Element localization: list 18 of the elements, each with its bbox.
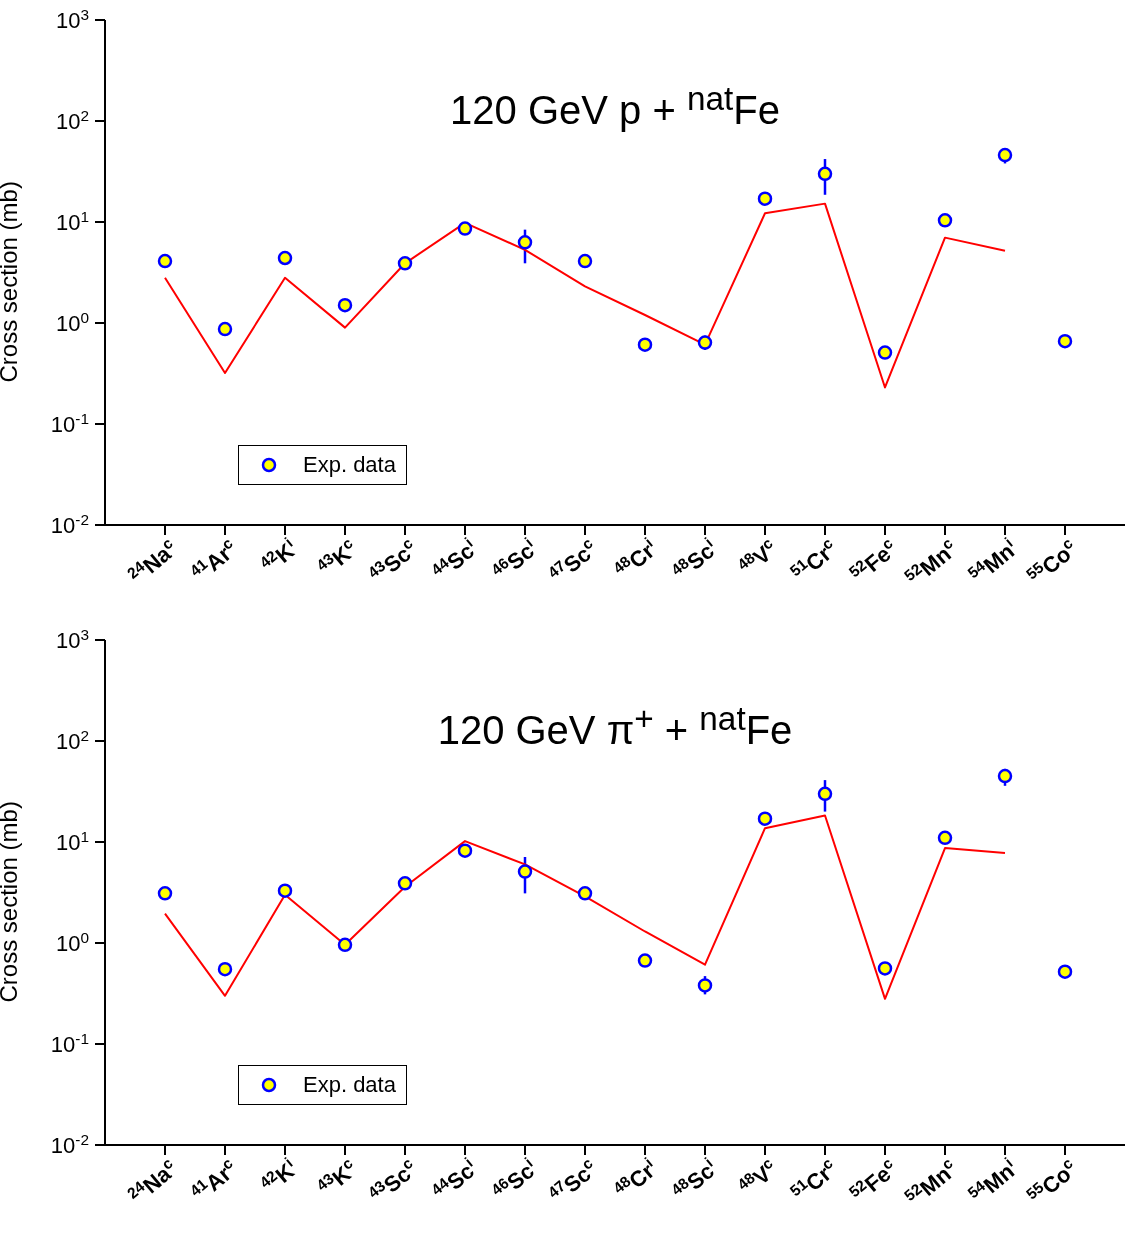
y-tick-label: 10$^{-1}$ [50, 409, 89, 437]
y-tick-label: 10$^{2}$ [55, 726, 89, 754]
legend-label: Exp. data [303, 452, 396, 478]
y-tick-label: 10$^{1}$ [55, 827, 89, 855]
y-tick-label: 10$^{3}$ [55, 5, 89, 33]
y-tick-label: 10$^{0}$ [55, 308, 89, 336]
y-axis-title: Cross section (mb) [0, 181, 22, 383]
y-tick-label: 10$^{-1}$ [50, 1029, 89, 1057]
y-tick-label: 10$^{-2}$ [50, 1130, 89, 1158]
text: 120 GeV p + $^{nat}$Fe [449, 79, 781, 135]
y-tick-label: 10$^{0}$ [55, 928, 89, 956]
legend-label: Exp. data [303, 1072, 396, 1098]
y-tick-label: 10$^{2}$ [55, 106, 89, 134]
y-tick-label: 10$^{1}$ [55, 207, 89, 235]
text: 120 GeV π$^{+}$ + $^{nat}$Fe [436, 699, 794, 755]
y-tick-label: 10$^{3}$ [55, 625, 89, 653]
y-axis-title: Cross section (mb) [0, 801, 22, 1003]
y-tick-label: 10$^{-2}$ [50, 510, 89, 538]
